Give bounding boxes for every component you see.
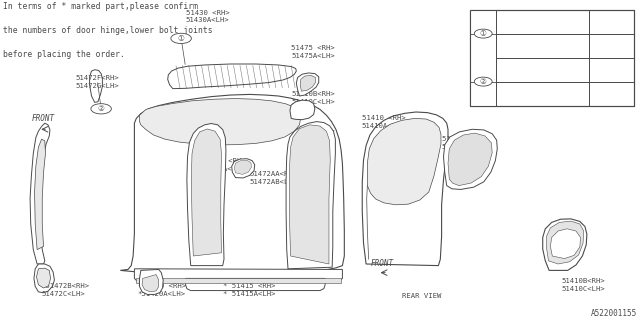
Text: ②: ② (480, 77, 486, 86)
Text: 51472 <RH>
51472A<LH>: 51472 <RH> 51472A<LH> (202, 158, 245, 172)
Circle shape (474, 29, 492, 38)
Text: 51410B<RH>
51410C<LH>: 51410B<RH> 51410C<LH> (562, 278, 605, 292)
Polygon shape (136, 278, 341, 283)
Bar (470, 10, 634, 106)
Polygon shape (134, 269, 342, 282)
Text: the numbers of door hinge,lower bolt joints: the numbers of door hinge,lower bolt joi… (3, 26, 213, 35)
Polygon shape (186, 278, 325, 291)
Polygon shape (448, 133, 492, 186)
Text: ①: ① (178, 34, 184, 43)
Text: <LH>: <LH> (591, 43, 608, 49)
Text: 51410 <RH>
51410A<LH>: 51410 <RH> 51410A<LH> (291, 128, 335, 142)
Polygon shape (191, 129, 221, 256)
Polygon shape (234, 160, 252, 174)
Text: <RH>: <RH> (591, 67, 608, 73)
Bar (470, 58, 496, 106)
Text: ①: ① (480, 29, 486, 38)
Text: *51420 <RH>
*51420A<LH>: *51420 <RH> *51420A<LH> (138, 283, 186, 297)
Polygon shape (289, 125, 330, 264)
Circle shape (171, 33, 191, 44)
Polygon shape (300, 75, 316, 91)
Text: <LH>: <LH> (591, 91, 608, 97)
Text: 514720*A: 514720*A (499, 43, 532, 49)
Text: 51410B<RH>
51410C<LH>: 51410B<RH> 51410C<LH> (291, 91, 335, 105)
Text: A522001155: A522001155 (591, 309, 637, 318)
Polygon shape (36, 268, 51, 288)
Circle shape (474, 77, 492, 86)
Polygon shape (367, 118, 441, 205)
Polygon shape (35, 139, 45, 250)
Polygon shape (362, 112, 448, 266)
Polygon shape (140, 269, 163, 294)
Text: before placing the order.: before placing the order. (3, 50, 125, 59)
Polygon shape (140, 99, 301, 145)
Polygon shape (120, 94, 344, 273)
Text: 51430 <RH>
51430A<LH>: 51430 <RH> 51430A<LH> (186, 10, 229, 23)
Text: 51472N*B: 51472N*B (499, 67, 532, 73)
Polygon shape (187, 124, 226, 266)
Polygon shape (444, 129, 497, 189)
Polygon shape (296, 73, 319, 96)
Polygon shape (547, 221, 584, 264)
Text: 514720*B: 514720*B (499, 91, 532, 97)
Text: 51410 <RH>
51410A<LH>: 51410 <RH> 51410A<LH> (362, 115, 405, 129)
Polygon shape (550, 229, 580, 259)
Text: 51472F<RH>
51472G<LH>: 51472F<RH> 51472G<LH> (76, 75, 119, 89)
Text: 51472N*A: 51472N*A (499, 19, 532, 25)
Text: <RH>: <RH> (591, 19, 608, 25)
Circle shape (91, 104, 111, 114)
Text: *51472B<RH>
51472C<LH>: *51472B<RH> 51472C<LH> (42, 283, 90, 297)
Polygon shape (290, 100, 315, 120)
Text: 51472AA<RH>
51472AB<LH>: 51472AA<RH> 51472AB<LH> (250, 171, 298, 185)
Polygon shape (543, 219, 587, 270)
Text: REAR VIEW: REAR VIEW (402, 293, 442, 299)
Polygon shape (168, 64, 296, 89)
Text: 51475 <RH>
51475A<LH>: 51475 <RH> 51475A<LH> (442, 136, 485, 150)
Bar (470, 10, 634, 106)
Text: * 51415 <RH>
* 51415A<LH>: * 51415 <RH> * 51415A<LH> (223, 283, 275, 297)
Text: FRONT: FRONT (31, 114, 54, 123)
Polygon shape (232, 159, 255, 178)
Text: In terms of * marked part,please confirm: In terms of * marked part,please confirm (3, 2, 198, 11)
Text: ②: ② (98, 104, 104, 113)
Text: 51475 <RH>
51475A<LH>: 51475 <RH> 51475A<LH> (291, 45, 335, 59)
Polygon shape (34, 264, 54, 293)
Bar (470, 10, 496, 58)
Text: FRONT: FRONT (371, 259, 394, 268)
Polygon shape (90, 70, 102, 102)
Polygon shape (286, 122, 335, 269)
Polygon shape (30, 123, 50, 264)
Polygon shape (142, 275, 159, 292)
